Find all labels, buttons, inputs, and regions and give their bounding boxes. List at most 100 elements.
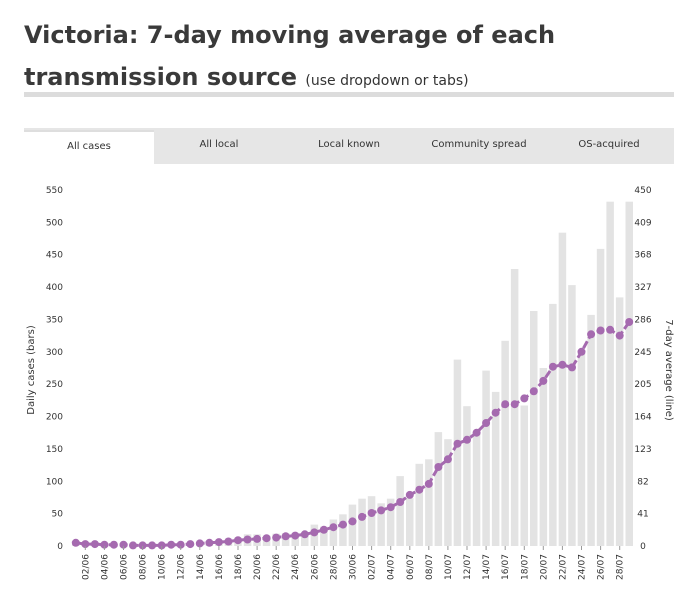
left-tick-label: 300 (46, 348, 63, 358)
bar-15/07 (491, 391, 500, 546)
avg-point-15/07 (491, 408, 500, 417)
bar-23/07 (568, 285, 576, 546)
right-tick-label: 0 (640, 542, 646, 552)
right-tick-label: 409 (634, 218, 651, 228)
avg-point-04/07 (386, 503, 395, 512)
avg-point-24/06 (291, 531, 300, 540)
right-tick-label: 82 (637, 477, 648, 487)
left-tick-label: 50 (52, 510, 64, 520)
bar-08/07 (425, 459, 433, 546)
right-tick-label: 450 (634, 186, 651, 196)
bar-27/07 (606, 201, 614, 546)
avg-point-13/07 (472, 428, 481, 437)
x-tick-label: 18/06 (234, 554, 244, 580)
bar-14/07 (482, 370, 490, 546)
x-tick-label: 26/07 (597, 554, 607, 580)
left-axis-label: Daily cases (bars) (26, 325, 37, 415)
avg-point-09/07 (434, 463, 443, 471)
x-tick-label: 06/07 (406, 554, 416, 580)
x-tick-label: 16/07 (501, 554, 511, 580)
right-tick-label: 286 (634, 316, 651, 326)
source-tabs: All cases All local Local known Communit… (24, 128, 674, 166)
left-tick-label: 450 (46, 251, 63, 261)
avg-point-23/06 (281, 532, 290, 541)
x-tick-label: 24/06 (291, 554, 301, 580)
avg-point-26/06 (310, 528, 319, 537)
avg-point-16/06 (214, 538, 223, 547)
bar-16/07 (501, 340, 509, 546)
avg-point-11/06 (167, 540, 176, 549)
right-tick-label: 41 (637, 510, 648, 520)
left-tick-label: 350 (46, 316, 63, 326)
avg-point-18/07 (520, 394, 529, 403)
right-tick-label: 327 (634, 283, 651, 293)
avg-point-02/06 (81, 540, 90, 549)
avg-point-07/06 (129, 541, 137, 550)
right-tick-label: 123 (634, 445, 651, 455)
bar-21/07 (549, 303, 557, 546)
avg-point-19/07 (529, 387, 538, 396)
bar-09/07 (434, 432, 443, 546)
x-tick-label: 04/06 (100, 554, 110, 580)
bar-24/07 (577, 351, 586, 546)
x-tick-label: 28/06 (329, 554, 339, 580)
x-tick-label: 12/06 (177, 554, 187, 580)
avg-point-08/07 (424, 479, 433, 488)
avg-point-08/06 (138, 541, 147, 550)
avg-point-04/06 (100, 540, 109, 549)
bar-02/07 (367, 496, 376, 546)
bar-29/06 (339, 514, 347, 546)
avg-point-09/06 (148, 541, 157, 550)
avg-point-14/06 (195, 539, 204, 548)
right-tick-label: 368 (634, 251, 651, 261)
x-tick-label: 02/07 (368, 554, 378, 580)
avg-point-21/06 (262, 534, 271, 543)
right-axis-ticks: 0 41 82 123 164 205 245 286 327 368 409 450 (634, 186, 651, 552)
left-tick-label: 100 (46, 477, 63, 487)
avg-point-10/06 (157, 541, 166, 550)
avg-point-22/06 (272, 533, 281, 542)
bar-03/07 (377, 503, 385, 546)
avg-point-16/07 (501, 400, 510, 409)
x-tick-label: 14/06 (196, 554, 206, 580)
x-tick-label: 12/07 (463, 554, 473, 580)
x-tick-label: 30/06 (349, 554, 359, 580)
left-tick-label: 550 (46, 186, 63, 196)
avg-point-27/06 (319, 525, 328, 534)
bar-22/07 (558, 232, 567, 546)
avg-point-02/07 (367, 509, 376, 517)
avg-point-01/06 (71, 538, 80, 547)
x-tick-label: 14/07 (482, 554, 492, 580)
tab-community-spread[interactable]: Community spread (431, 139, 527, 150)
tab-local-known[interactable]: Local known (318, 139, 380, 150)
bar-25/06 (301, 535, 309, 546)
avg-point-06/07 (405, 490, 414, 499)
avg-point-28/07 (615, 331, 624, 340)
left-tick-label: 200 (46, 413, 63, 423)
avg-point-06/06 (119, 540, 128, 549)
avg-point-11/07 (453, 439, 462, 448)
x-tick-label: 08/07 (425, 554, 435, 580)
tab-all-local[interactable]: All local (199, 139, 239, 150)
bar-26/07 (596, 248, 605, 546)
x-tick-label: 06/06 (120, 554, 130, 580)
bar-27/06 (320, 526, 328, 546)
x-tick-label: 26/06 (310, 554, 320, 580)
avg-point-12/06 (176, 540, 185, 549)
avg-point-07/07 (415, 485, 424, 494)
tab-all-cases[interactable]: All cases (24, 130, 154, 166)
x-tick-label: 22/07 (558, 554, 568, 580)
bar-20/07 (539, 368, 548, 546)
avg-point-27/07 (606, 325, 615, 334)
avg-point-22/07 (558, 360, 567, 369)
x-tick-label: 22/06 (272, 554, 282, 580)
x-tick-label: 18/07 (520, 554, 530, 580)
tab-os-acquired[interactable]: OS-acquired (578, 139, 640, 150)
avg-point-05/07 (396, 498, 405, 506)
x-tick-label: 20/07 (539, 554, 549, 580)
bar-13/07 (472, 431, 481, 546)
avg-point-17/07 (510, 400, 519, 409)
right-axis-label: 7-day average (line) (663, 319, 674, 421)
avg-point-13/06 (186, 540, 195, 549)
title-divider (24, 92, 674, 97)
